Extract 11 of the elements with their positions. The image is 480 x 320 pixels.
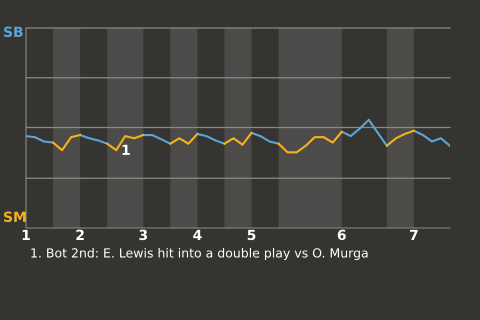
x-tick-label: 5 <box>248 230 256 240</box>
x-tick-label: 2 <box>76 230 84 240</box>
text: SM <box>4 212 26 222</box>
x-tick-label: 7 <box>410 230 418 240</box>
x-tick-label: 4 <box>193 230 202 240</box>
annotation: 1 <box>122 144 130 155</box>
x-tick-label: 1 <box>22 230 30 240</box>
text: 1. Bot 2nd: E. Lewis hit into a double play vs O. Murga <box>31 248 368 260</box>
text: SB <box>4 26 23 38</box>
x-tick-label: 6 <box>338 230 346 240</box>
x-tick-label: 3 <box>139 230 148 240</box>
